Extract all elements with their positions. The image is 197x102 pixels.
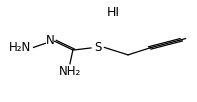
Text: S: S — [94, 41, 101, 54]
Text: N: N — [46, 34, 55, 47]
Text: HI: HI — [107, 6, 120, 19]
Text: H₂N: H₂N — [9, 41, 31, 54]
Text: NH₂: NH₂ — [59, 65, 81, 78]
